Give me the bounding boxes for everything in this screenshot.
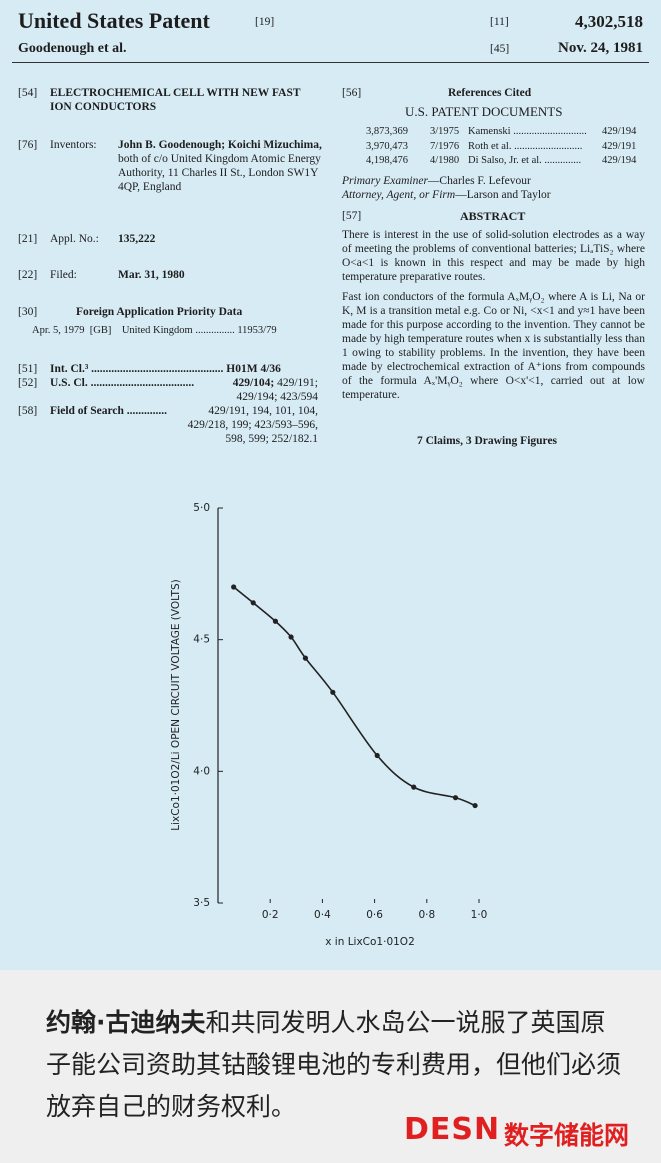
rule [12,62,649,63]
names: John B. Goodenough; Koichi Mizuchima, [118,139,322,151]
code: [76] [18,139,38,151]
caption-bold: 约翰·古迪纳夫 [46,1008,206,1037]
patent-title: United States Patent [18,8,210,33]
x-tick-label: 0·2 [262,909,279,921]
x-tick-label: 0·8 [418,909,435,921]
y-tick-label: 3·5 [193,897,210,909]
ref-cell: 3,970,473 [366,140,408,152]
caption-text: 和共同发明人水岛公一说服了英国原子能公司资助其钴酸锂电池的专利费用，但他们必须放… [46,1008,622,1121]
caption-panel [0,970,661,1163]
value: 429/191, 194, 101, 104, 429/218, 199; 42… [187,405,318,445]
x-tick-label: 1·0 [471,909,488,921]
ref-cell: 3/1975 [430,126,460,137]
ref-cell: Di Salso, Jr. et al. .............. [468,155,582,166]
label: Foreign Application Priority Data [76,306,243,318]
priority-row: Apr. 5, 1979 [GB] United Kingdom .......… [32,325,277,336]
code: [57] [342,210,362,222]
point [272,618,279,624]
y-tick-label: 5·0 [193,502,210,514]
x-axis-label: x in LixCo1·01O2 [325,936,415,948]
attorney: Attorney, Agent, or Firm—Larson and Tayl… [342,188,551,202]
value: 135,222 [118,233,156,245]
ref-cell: 429/191 [602,140,637,152]
point [472,802,478,809]
ref-cell: 3,873,369 [366,126,408,137]
chart: x in LixCo1·01O2 LixCo1·01O2/Li OPEN CIR… [170,502,488,948]
heading: References Cited [448,87,532,99]
x-tick-label: 0·4 [314,909,331,921]
value: 429/191; 429/194; 423/594 [236,377,318,403]
label: Field of Search .............. [50,405,168,417]
patent-date: Nov. 24, 1981 [557,40,643,56]
value: —Charles F. Lefevour [427,175,531,187]
code: [56] [342,87,362,99]
ref-cell: Roth et al. .......................... [468,140,583,152]
point [231,584,237,590]
point [302,655,309,661]
ref-cell: 429/194 [602,126,637,137]
ref-cell: 7/1976 [430,140,460,152]
code: [11] [490,16,509,28]
value: —Larson and Taylor [455,189,551,201]
code: [21] [18,233,38,245]
ref-cell: 429/194 [602,155,637,166]
ref-cell: 4,198,476 [366,155,408,166]
value: 429/104; [232,377,275,389]
patent-number: 4,302,518 [575,12,643,31]
examiner: Primary Examiner—Charles F. Lefevour [342,174,531,188]
code: [22] [18,269,38,281]
code: [45] [490,43,510,55]
label: Attorney, Agent, or Firm [342,189,456,201]
code: [54] [18,87,38,99]
abstract: Fast ion conductors of the formula AₓMᵧO… [342,291,645,401]
claims: 7 Claims, 3 Drawing Figures [417,435,558,447]
label: U.S. Cl. ...............................… [50,377,195,389]
ref-cell: Kamenski ............................ [468,126,587,137]
label: Appl. No.: [50,233,99,245]
value: 429/104; 429/191; 429/194; 423/594 [218,376,318,404]
y-tick-label: 4·0 [193,765,210,777]
label: Int. Cl.³ ..............................… [50,362,281,376]
point [452,795,459,801]
label: Primary Examiner [342,175,428,187]
point [330,689,336,695]
y-tick-label: 4·5 [193,634,210,646]
code: [58] [18,405,38,417]
ref-cell: 4/1980 [430,155,460,166]
heading: ABSTRACT [460,209,526,223]
x-tick-label: 0·6 [366,909,383,921]
code: [19] [255,16,275,28]
label: Filed: [50,269,77,281]
logo-mark: DESN [404,1112,501,1147]
point [250,600,256,606]
inventors: John B. Goodenough; Koichi Mizuchima, bo… [118,138,328,194]
point [288,634,294,640]
inventors-short: Goodenough et al. [18,41,127,56]
value: Mar. 31, 1980 [118,269,185,281]
point [411,784,417,790]
invention-title: ELECTROCHEMICAL CELL WITH NEW FAST ION C… [50,87,301,113]
address: both of c/o United Kingdom Atomic Energy… [118,153,321,193]
logo-name: 数字储能网 [504,1121,630,1150]
code: [52] [18,377,38,389]
abstract: There is interest in the use of solid-so… [342,229,645,283]
point [374,752,380,759]
label: Int. Cl.³ ..............................… [50,363,224,375]
y-axis-label: LixCo1·01O2/Li OPEN CIRCUIT VOLTAGE (VOL… [170,579,182,831]
code: [30] [18,306,38,318]
heading: U.S. PATENT DOCUMENTS [405,104,563,119]
line [233,586,476,807]
value: H01M 4/36 [226,363,281,375]
label: Inventors: [50,139,97,151]
code: [51] [18,363,38,375]
caption: 约翰·古迪纳夫和共同发明人水岛公一说服了英国原子能公司资助其钴酸锂电池的专利费用… [46,1002,621,1128]
